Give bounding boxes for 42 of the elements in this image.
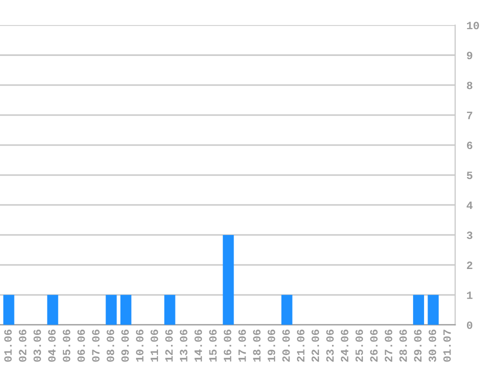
x-tick-label: 05.06	[62, 330, 70, 362]
x-tick-label: 30.06	[428, 330, 436, 362]
y-tick-label: 8	[466, 82, 472, 90]
x-tick-label: 18.06	[253, 330, 261, 362]
x-tick-label: 22.06	[312, 330, 320, 362]
x-tick-label: 16.06	[224, 330, 232, 362]
x-tick-label: 19.06	[268, 330, 276, 362]
y-tick-label: 2	[466, 262, 472, 269]
x-tick-label: 27.06	[384, 330, 392, 362]
x-tick-label: 03.06	[33, 330, 42, 362]
x-tick-label: 12.06	[165, 330, 173, 362]
y-tick-label: 10	[467, 22, 479, 30]
x-tick-label: 02.06	[18, 330, 26, 362]
x-tick-label: 10.06	[136, 330, 144, 362]
y-tick-label: 4	[466, 202, 473, 210]
x-tick-label: 09.06	[121, 330, 129, 362]
x-tick-label: 07.06	[92, 330, 100, 362]
y-tick-label: 0	[466, 321, 472, 329]
y-tick-label: 3	[466, 232, 472, 240]
x-tick-label: 15.06	[209, 330, 217, 362]
x-tick-label: 28.06	[399, 330, 407, 362]
x-tick-label: 11.06	[150, 330, 158, 362]
y-tick-label: 5	[466, 172, 472, 180]
x-tick-label: 29.06	[414, 330, 422, 362]
x-tick-label: 25.06	[355, 330, 364, 362]
y-tick-label: 7	[466, 112, 472, 120]
x-tick-label: 17.06	[238, 330, 246, 362]
x-tick-label: 06.06	[77, 330, 85, 362]
x-tick-label: 23.06	[326, 330, 334, 362]
x-tick-label: 08.06	[106, 330, 114, 362]
x-tick-label: 26.06	[370, 330, 378, 362]
x-tick-label: 01.07	[443, 330, 451, 362]
y-tick-label: 6	[466, 142, 472, 150]
x-tick-label: 21.06	[296, 330, 304, 362]
x-tick-label: 24.06	[340, 330, 348, 362]
x-tick-label: 13.06	[180, 330, 188, 362]
y-tick-label: 9	[466, 52, 472, 60]
x-tick-label: 04.06	[48, 330, 56, 362]
y-tick-label: 1	[467, 292, 472, 299]
x-tick-label: 20.06	[282, 330, 290, 362]
x-tick-label: 01.06	[4, 330, 12, 362]
x-tick-label: 14.06	[194, 330, 202, 362]
